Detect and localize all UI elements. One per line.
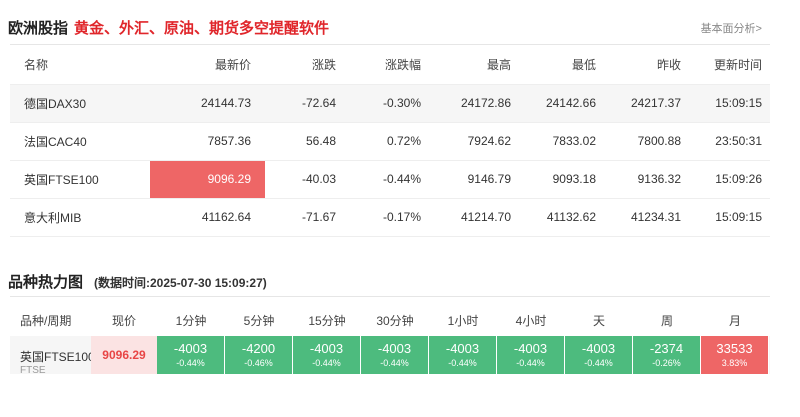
prev-close: 24217.37 (610, 84, 695, 123)
change-percent: 0.72% (350, 122, 435, 161)
heat-cell-month: 33533 3.83% (701, 336, 769, 374)
col-header-last: 最新价 (150, 46, 265, 85)
heatmap-data-time: (数据时间:2025-07-30 15:09:27) (94, 276, 267, 290)
heat-cell-percent: -0.44% (516, 358, 545, 368)
index-name[interactable]: 法国CAC40 (10, 122, 150, 161)
heat-col-price: 现价 (111, 314, 136, 328)
update-time: 15:09:15 (695, 84, 770, 123)
heat-cell-week: -2374 -0.26% (633, 336, 701, 374)
change-percent: -0.44% (350, 160, 435, 199)
index-name[interactable]: 英国FTSE100 (10, 160, 150, 199)
heat-cell-5m: -4200 -0.46% (225, 336, 293, 374)
heat-cell-value: -4003 (581, 341, 616, 356)
change-percent: -0.17% (350, 198, 435, 237)
table-row[interactable]: 意大利MIB 41162.64 -71.67 -0.17% 41214.70 4… (10, 198, 770, 237)
divider (10, 296, 770, 297)
index-name[interactable]: 意大利MIB (10, 198, 150, 237)
quotes-table: 名称 最新价 涨跌 涨跌幅 最高 最低 昨收 更新时间 德国DAX30 2414… (10, 46, 770, 237)
col-header-name: 名称 (10, 46, 150, 85)
heat-cell-value: -4003 (513, 341, 548, 356)
update-time: 15:09:26 (695, 160, 770, 199)
last-price: 7857.36 (150, 122, 265, 161)
heat-col-month: 月 (728, 314, 741, 328)
col-header-time: 更新时间 (695, 46, 770, 85)
heat-cell-day: -4003 -0.44% (565, 336, 633, 374)
last-price-highlight: 9096.29 (150, 160, 265, 199)
heat-cell-value: -4003 (445, 341, 480, 356)
update-time: 23:50:31 (695, 122, 770, 161)
heat-cell-1m: -4003 -0.44% (157, 336, 225, 374)
low-price: 24142.66 (525, 84, 610, 123)
heatmap-title: 品种热力图 (8, 274, 84, 291)
col-header-pct: 涨跌幅 (350, 46, 435, 85)
heat-current-price: 9096.29 (91, 336, 157, 374)
col-header-change: 涨跌 (265, 46, 350, 85)
low-price: 7833.02 (525, 122, 610, 161)
heat-col-1m: 1分钟 (175, 314, 207, 328)
table-row[interactable]: 德国DAX30 24144.73 -72.64 -0.30% 24172.86 … (10, 84, 770, 123)
col-header-high: 最高 (435, 46, 525, 85)
heatmap-row[interactable]: 英国FTSE100 FTSE 9096.29 -4003 -0.44% -420… (10, 336, 770, 376)
heat-cell-percent: 3.83% (721, 358, 748, 368)
heat-col-week: 周 (660, 314, 673, 328)
divider (10, 44, 770, 45)
change-value: 56.48 (265, 122, 350, 161)
heat-cell-15m: -4003 -0.44% (293, 336, 361, 374)
heat-cell-percent: -0.44% (176, 358, 205, 368)
heat-cell-percent: -0.44% (584, 358, 613, 368)
heatmap-header-row: 品种/周期 现价 1分钟 5分钟 15分钟 30分钟 1小时 4小时 天 周 月 (10, 300, 770, 336)
prev-close: 7800.88 (610, 122, 695, 161)
heat-instrument-name[interactable]: 英国FTSE100 (20, 350, 95, 364)
table-row[interactable]: 英国FTSE100 9096.29 -40.03 -0.44% 9146.79 … (10, 160, 770, 199)
section-header: 欧洲股指 黄金、外汇、原油、期货多空提醒软件 基本面分析> (0, 12, 770, 42)
heat-col-1h: 1小时 (447, 314, 479, 328)
fundamental-analysis-link[interactable]: 基本面分析> (700, 23, 762, 35)
last-price: 41162.64 (150, 198, 265, 237)
last-price: 24144.73 (150, 84, 265, 123)
heat-cell-value: -4003 (377, 341, 412, 356)
index-name[interactable]: 德国DAX30 (10, 84, 150, 123)
section-title: 欧洲股指 (8, 20, 69, 37)
heat-cell-percent: -0.44% (448, 358, 477, 368)
heat-cell-percent: -0.26% (652, 358, 681, 368)
heat-cell-value: -4200 (241, 341, 276, 356)
heat-cell-4h: -4003 -0.44% (497, 336, 565, 374)
low-price: 9093.18 (525, 160, 610, 199)
high-price: 9146.79 (435, 160, 525, 199)
heat-cell-value: -4003 (173, 341, 208, 356)
change-percent: -0.30% (350, 84, 435, 123)
heat-instrument-code: FTSE (20, 365, 46, 376)
heat-cell-value: 33533 (716, 341, 753, 356)
update-time: 15:09:15 (695, 198, 770, 237)
heat-cell-percent: -0.44% (380, 358, 409, 368)
heat-col-day: 天 (592, 314, 605, 328)
heat-cell-value: -4003 (309, 341, 344, 356)
change-value: -40.03 (265, 160, 350, 199)
table-row[interactable]: 法国CAC40 7857.36 56.48 0.72% 7924.62 7833… (10, 122, 770, 161)
change-value: -72.64 (265, 84, 350, 123)
heat-col-name: 品种/周期 (20, 314, 72, 328)
change-value: -71.67 (265, 198, 350, 237)
prev-close: 9136.32 (610, 160, 695, 199)
col-header-low: 最低 (525, 46, 610, 85)
col-header-prev: 昨收 (610, 46, 695, 85)
high-price: 24172.86 (435, 84, 525, 123)
heat-col-4h: 4小时 (515, 314, 547, 328)
heat-cell-1h: -4003 -0.44% (429, 336, 497, 374)
high-price: 7924.62 (435, 122, 525, 161)
table-header-row: 名称 最新价 涨跌 涨跌幅 最高 最低 昨收 更新时间 (10, 46, 770, 85)
heat-cell-percent: -0.46% (244, 358, 273, 368)
heat-cell-value: -2374 (649, 341, 684, 356)
heat-cell-percent: -0.44% (312, 358, 341, 368)
high-price: 41214.70 (435, 198, 525, 237)
low-price: 41132.62 (525, 198, 610, 237)
heat-col-5m: 5分钟 (243, 314, 275, 328)
promo-link[interactable]: 黄金、外汇、原油、期货多空提醒软件 (74, 20, 330, 37)
heat-cell-30m: -4003 -0.44% (361, 336, 429, 374)
prev-close: 41234.31 (610, 198, 695, 237)
heat-col-15m: 15分钟 (308, 314, 346, 328)
heat-col-30m: 30分钟 (376, 314, 414, 328)
